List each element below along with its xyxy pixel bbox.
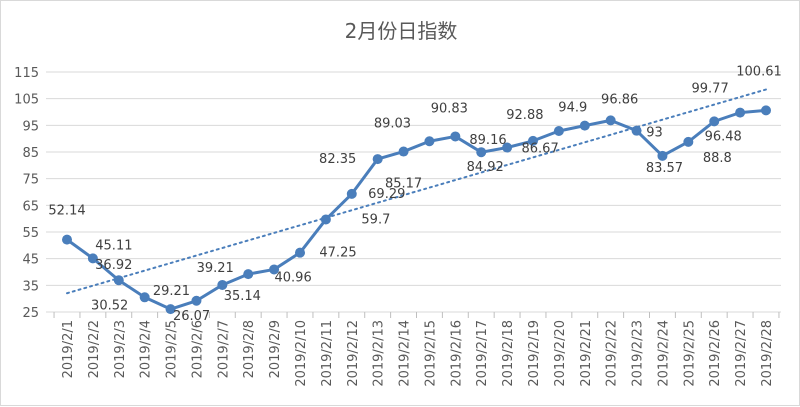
- x-tick-label: 2019/2/16: [449, 320, 464, 387]
- y-tick-label: 115: [14, 66, 39, 81]
- x-tick-label: 2019/2/28: [760, 320, 775, 387]
- data-label: 88.8: [703, 151, 732, 166]
- data-point: [761, 105, 771, 116]
- x-tick-label: 2019/2/8: [242, 320, 257, 378]
- x-tick-label: 2019/2/23: [631, 320, 646, 387]
- x-tick-label: 2019/2/2: [87, 320, 102, 378]
- x-tick-label: 2019/2/25: [682, 320, 697, 387]
- data-point: [346, 188, 357, 199]
- data-point: [631, 125, 642, 136]
- x-tick-label: 2019/2/11: [320, 320, 335, 387]
- data-point: [579, 120, 590, 131]
- x-tick-label: 2019/2/3: [113, 320, 128, 378]
- data-label: 96.86: [601, 92, 638, 107]
- y-tick-label: 95: [22, 119, 39, 134]
- data-point: [372, 154, 383, 165]
- data-point: [139, 292, 150, 303]
- data-label: 89.16: [469, 133, 506, 148]
- data-point: [295, 247, 305, 258]
- data-point: [657, 150, 668, 161]
- x-tick-label: 2019/2/14: [398, 320, 413, 387]
- y-tick-label: 45: [22, 253, 39, 268]
- x-tick-label: 2019/2/13: [372, 320, 387, 387]
- data-label: 52.14: [48, 204, 85, 219]
- data-label: 45.11: [95, 238, 132, 253]
- data-label: 85.17: [385, 177, 422, 192]
- x-tick-label: 2019/2/4: [139, 320, 154, 378]
- x-tick-label: 2019/2/21: [579, 320, 594, 387]
- data-point: [605, 115, 616, 126]
- data-label: 100.61: [736, 64, 782, 79]
- data-label: 35.14: [224, 289, 261, 304]
- data-label: 86.67: [522, 142, 559, 157]
- x-tick-label: 2019/2/27: [734, 320, 749, 387]
- data-point: [243, 269, 254, 280]
- data-point: [450, 131, 461, 142]
- data-label: 47.25: [319, 246, 356, 261]
- data-label: 30.52: [91, 298, 128, 313]
- data-label: 59.7: [361, 212, 390, 227]
- data-point: [87, 253, 98, 264]
- data-point: [502, 142, 513, 153]
- data-label: 92.88: [506, 108, 543, 123]
- chart-title: 2月份日指数: [344, 19, 458, 43]
- x-tick-label: 2019/2/5: [165, 320, 180, 378]
- y-tick-label: 105: [14, 93, 39, 108]
- y-tick-label: 35: [22, 279, 39, 294]
- x-tick-label: 2019/2/15: [423, 320, 438, 387]
- data-label: 96.48: [705, 129, 742, 144]
- data-label: 29.21: [153, 284, 190, 299]
- data-label: 94.9: [558, 101, 587, 116]
- data-label: 69.29: [368, 187, 405, 202]
- series-line: [66, 108, 767, 311]
- y-tick-label: 75: [22, 173, 39, 188]
- data-point: [113, 275, 124, 286]
- x-tick-label: 2019/2/10: [294, 320, 309, 387]
- data-point: [62, 234, 72, 245]
- data-point: [165, 304, 176, 315]
- data-point: [528, 135, 538, 146]
- data-point: [398, 146, 409, 157]
- trendline: [66, 88, 767, 295]
- data-label: 89.03: [374, 116, 411, 131]
- x-tick-label: 2019/2/7: [216, 320, 231, 378]
- data-point: [735, 107, 746, 118]
- y-tick-label: 85: [22, 146, 39, 161]
- x-tick-label: 2019/2/9: [268, 320, 283, 378]
- x-tick-label: 2019/2/22: [605, 320, 620, 387]
- data-point: [683, 136, 694, 147]
- x-tick-label: 2019/2/17: [475, 320, 490, 387]
- data-label: 90.83: [431, 101, 468, 116]
- data-point: [269, 264, 280, 275]
- data-point: [709, 116, 720, 127]
- y-tick-label: 65: [22, 199, 39, 214]
- data-point: [424, 136, 435, 147]
- x-tick-label: 2019/2/6: [190, 320, 205, 378]
- data-label: 93: [646, 126, 663, 141]
- x-tick-label: 2019/2/19: [527, 320, 542, 387]
- data-point: [476, 147, 487, 158]
- data-label: 99.77: [692, 82, 729, 97]
- y-tick-label: 25: [22, 306, 39, 321]
- x-tick-label: 2019/2/18: [501, 320, 516, 387]
- data-point: [320, 214, 331, 225]
- data-label: 36.92: [95, 258, 132, 273]
- data-label: 40.96: [275, 270, 312, 285]
- data-label: 82.35: [319, 152, 356, 167]
- x-tick-label: 2019/2/26: [708, 320, 723, 387]
- data-point: [217, 279, 228, 290]
- x-tick-label: 2019/2/20: [553, 320, 568, 387]
- data-label: 84.92: [467, 160, 504, 175]
- data-label: 39.21: [197, 261, 234, 276]
- data-label: 26.07: [173, 309, 210, 324]
- x-tick-label: 2019/2/1: [61, 320, 76, 378]
- data-label: 83.57: [646, 161, 683, 176]
- x-tick-label: 2019/2/24: [656, 320, 671, 387]
- data-point: [191, 295, 202, 306]
- x-tick-label: 2019/2/12: [346, 320, 361, 387]
- y-tick-label: 55: [22, 226, 39, 241]
- data-point: [553, 125, 564, 136]
